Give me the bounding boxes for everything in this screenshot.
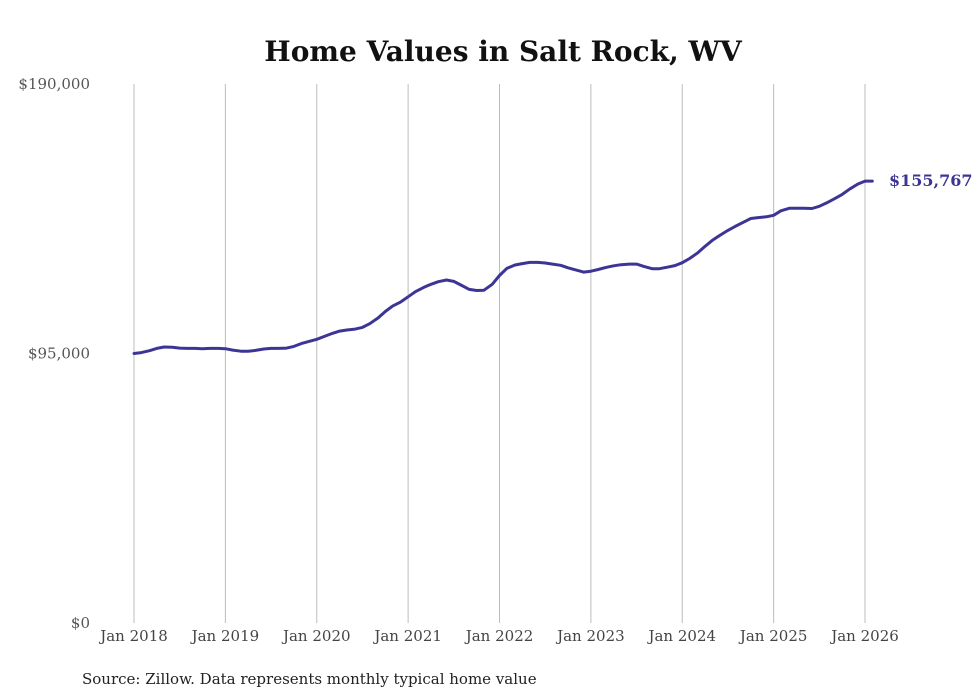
y-tick-label: $190,000 [18,75,90,93]
x-tick-label: Jan 2021 [372,627,442,645]
y-tick-label: $0 [71,614,90,632]
x-tick-label: Jan 2024 [646,627,716,645]
series-line [132,179,874,355]
chart-title: Home Values in Salt Rock, WV [264,35,743,68]
y-axis-tick-labels: $0 $95,000 $190,000 [18,75,90,632]
x-tick-label: Jan 2026 [829,627,899,645]
x-tick-label: Jan 2022 [464,627,534,645]
x-axis-tick-labels: Jan 2018 Jan 2019 Jan 2020 Jan 2021 Jan 2022… [98,627,899,645]
x-tick-label: Jan 2020 [281,627,351,645]
x-tick-label: Jan 2019 [190,627,260,645]
x-tick-label: Jan 2023 [555,627,625,645]
series-layer [132,179,874,355]
x-tick-label: Jan 2025 [738,627,808,645]
x-tick-label: Jan 2018 [98,627,168,645]
last-value-label: $155,767 [889,171,973,190]
x-gridlines [133,84,866,623]
source-note: Source: Zillow. Data represents monthly … [82,670,537,688]
y-tick-label: $95,000 [28,345,90,363]
